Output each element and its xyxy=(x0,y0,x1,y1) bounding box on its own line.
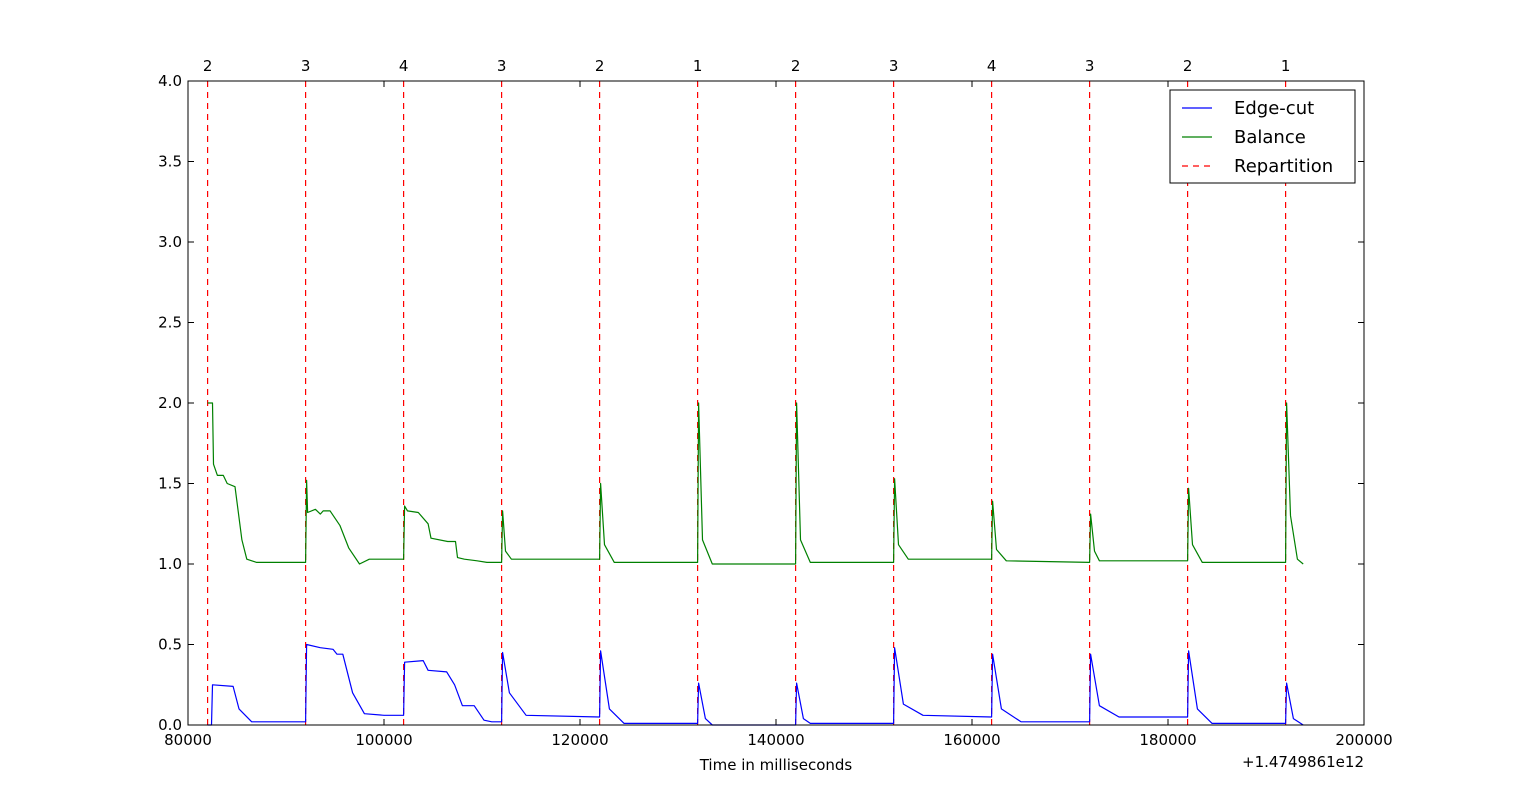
x-tick-label: 200000 xyxy=(1335,731,1392,749)
y-tick-label: 2.0 xyxy=(158,394,182,412)
y-tick-label: 4.0 xyxy=(158,72,182,90)
x-tick-label: 100000 xyxy=(355,731,412,749)
repartition-count-label: 4 xyxy=(987,57,997,75)
y-tick-label: 0.5 xyxy=(158,636,182,654)
repartition-count-label: 4 xyxy=(399,57,409,75)
legend-label: Repartition xyxy=(1234,156,1333,177)
series-lines xyxy=(207,402,1304,726)
repartition-count-label: 2 xyxy=(203,57,213,75)
y-tick-label: 1.5 xyxy=(158,475,182,493)
axis-ticks xyxy=(187,80,1365,726)
series-line-balance xyxy=(207,402,1304,565)
legend-label: Balance xyxy=(1234,127,1306,148)
repartition-count-label: 2 xyxy=(595,57,605,75)
x-tick-label: 160000 xyxy=(943,731,1000,749)
repartition-count-label: 3 xyxy=(497,57,507,75)
repartition-count-label: 2 xyxy=(1183,57,1193,75)
y-tick-label: 0.0 xyxy=(158,716,182,734)
y-tick-label: 3.0 xyxy=(158,233,182,251)
repartition-count-label: 3 xyxy=(1085,57,1095,75)
y-tick-label: 3.5 xyxy=(158,153,182,171)
repartition-count-label: 3 xyxy=(889,57,899,75)
repartition-lines xyxy=(207,81,1287,725)
x-tick-label: 120000 xyxy=(551,731,608,749)
x-tick-label: 140000 xyxy=(747,731,804,749)
legend-label: Edge-cut xyxy=(1234,98,1314,119)
x-tick-label: 180000 xyxy=(1139,731,1196,749)
legend: Edge-cut Balance Repartition xyxy=(1169,89,1356,184)
repartition-count-label: 1 xyxy=(693,57,703,75)
repartition-count-label: 2 xyxy=(791,57,801,75)
repartition-count-label: 1 xyxy=(1281,57,1291,75)
series-line-edge-cut xyxy=(207,643,1304,726)
y-tick-label: 2.5 xyxy=(158,314,182,332)
x-axis-label: Time in milliseconds xyxy=(699,756,853,774)
repartition-count-label: 3 xyxy=(301,57,311,75)
y-tick-label: 1.0 xyxy=(158,555,182,573)
x-tick-label: 80000 xyxy=(164,731,212,749)
x-offset-label: +1.4749861e12 xyxy=(1242,753,1364,771)
